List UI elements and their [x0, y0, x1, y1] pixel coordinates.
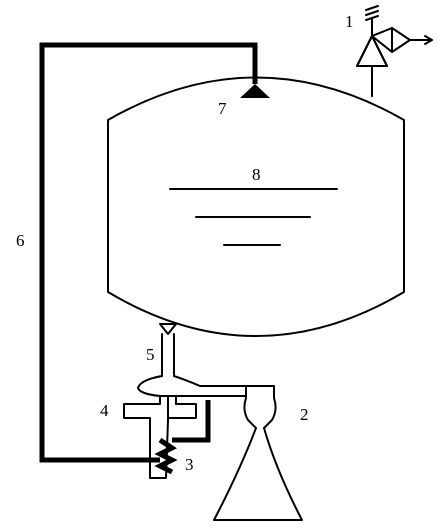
label-2: 2: [300, 405, 309, 424]
label-4: 4: [100, 401, 109, 420]
vent-valve: [356, 5, 433, 97]
label-3: 3: [185, 455, 194, 474]
gas-injector: [240, 84, 270, 98]
liquid-level-lines: [169, 188, 338, 246]
pressurization-line: [39, 42, 258, 463]
turbopump: [123, 395, 197, 421]
thrust-chamber-nozzle: [213, 385, 303, 521]
label-1: 1: [345, 12, 354, 31]
label-8: 8: [252, 165, 261, 184]
label-6: 6: [16, 231, 25, 250]
label-7: 7: [218, 99, 227, 118]
outlet-feed: [137, 323, 247, 397]
heat-exchanger: [149, 400, 211, 479]
propellant-tank: [107, 76, 405, 337]
label-5: 5: [146, 345, 155, 364]
